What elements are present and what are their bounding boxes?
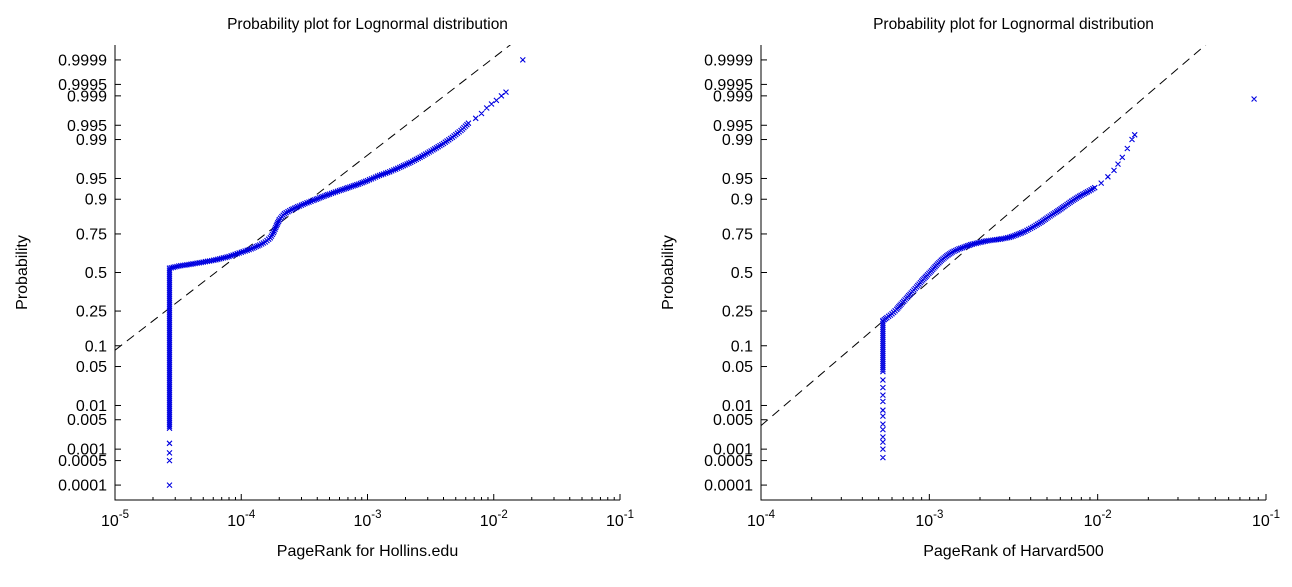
x-tick-label: 10-2 (480, 509, 508, 530)
axis-lines (760, 45, 1266, 501)
y-tick-label: 0.0005 (58, 453, 107, 470)
data-markers (166, 57, 526, 488)
x-tick-label: 10-3 (915, 509, 943, 530)
x-tick-label: 10-5 (101, 509, 129, 530)
x-tick-label: 10-1 (606, 509, 634, 530)
x-axis-label: PageRank of Harvard500 (923, 543, 1104, 560)
chart-svg-hollins: 10-5 10-4 10-3 10-2 10-10.00010.00050.0010.0… (14, 16, 634, 560)
y-tick-label: 0.001 (67, 442, 107, 459)
plot-title: Probability plot for Lognormal distribut… (227, 16, 508, 33)
y-tick-label: 0.01 (76, 398, 107, 415)
plot-title: Probability plot for Lognormal distribut… (873, 16, 1154, 33)
y-tick-label: 0.001 (713, 442, 753, 459)
x-tick-label: 10-4 (747, 509, 776, 530)
reference-line (115, 45, 511, 351)
x-tick-label: 10-4 (227, 509, 256, 530)
probability-plot-harvard500: 10-4 10-3 10-2 10-1 0.0001 0.0005 0.001 0.005 0.… (646, 0, 1292, 582)
y-tick-label: 0.5 (731, 265, 753, 282)
y-tick-label: 0.005 (67, 412, 107, 429)
x-tick-label: 10-1 (1252, 509, 1280, 530)
x-tick-label: 10-3 (353, 509, 381, 530)
axis-lines (114, 45, 620, 501)
y-tick-label: 0.95 (76, 171, 107, 188)
y-axis-label: Probability (14, 235, 31, 310)
y-tick-label: 0.995 (67, 118, 107, 135)
y-tick-label: 0.9 (731, 192, 753, 209)
chart-svg-harvard500: 10-4 10-3 10-2 10-10.00010.00050.0010.0050.… (660, 16, 1280, 560)
y-tick-label: 0.999 (67, 88, 107, 105)
x-axis-label: PageRank for Hollins.edu (277, 543, 458, 560)
x-axis-ticks: 10-5 10-4 10-3 10-2 10-1 (101, 494, 634, 530)
y-tick-label: 0.9 (85, 192, 107, 209)
data-markers (880, 96, 1257, 461)
y-tick-label: 0.1 (731, 338, 753, 355)
y-tick-label: 0.995 (713, 118, 753, 135)
y-tick-label: 0.99 (76, 132, 107, 149)
y-tick-label: 0.999 (713, 88, 753, 105)
y-tick-label: 0.99 (722, 132, 753, 149)
y-tick-label: 0.05 (76, 359, 107, 376)
y-tick-label: 0.25 (76, 304, 107, 321)
y-tick-label: 0.9999 (704, 52, 753, 69)
y-tick-label: 0.0005 (704, 453, 753, 470)
y-tick-label: 0.5 (85, 265, 107, 282)
y-axis-label: Probability (660, 235, 677, 310)
x-tick-label: 10-2 (1084, 509, 1112, 530)
y-tick-label: 0.9995 (58, 77, 107, 94)
y-tick-label: 0.9995 (704, 77, 753, 94)
y-tick-label: 0.01 (722, 398, 753, 415)
y-tick-label: 0.75 (722, 226, 753, 243)
y-tick-label: 0.95 (722, 171, 753, 188)
y-tick-label: 0.1 (85, 338, 107, 355)
reference-line (761, 45, 1207, 426)
y-tick-label: 0.005 (713, 412, 753, 429)
y-tick-label: 0.0001 (58, 478, 107, 495)
y-tick-label: 0.05 (722, 359, 753, 376)
y-tick-label: 0.25 (722, 304, 753, 321)
y-tick-label: 0.0001 (704, 478, 753, 495)
y-tick-label: 0.9999 (58, 52, 107, 69)
y-tick-label: 0.75 (76, 226, 107, 243)
probability-plot-hollins: 10-5 10-4 10-3 10-2 10-1 0.0001 0.0005 0.001 0.0… (0, 0, 646, 582)
x-axis-ticks: 10-4 10-3 10-2 10-1 (747, 494, 1280, 530)
